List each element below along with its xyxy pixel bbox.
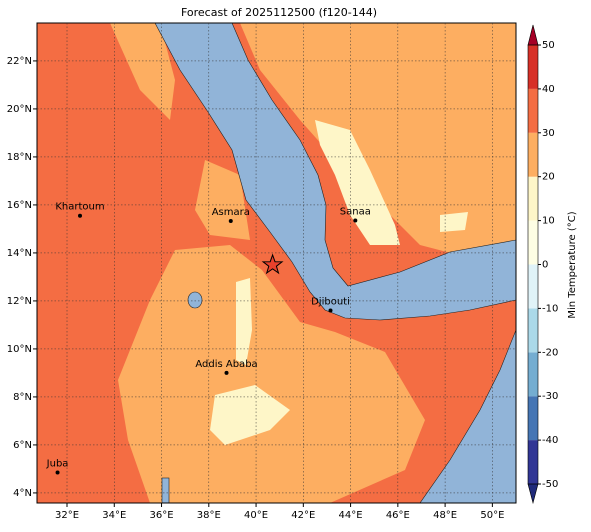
y-tick-label: 16°N [7, 200, 32, 211]
colorbar-segment [528, 132, 538, 177]
y-tick-label: 8°N [13, 392, 32, 403]
colorbar-extend [527, 24, 539, 46]
colorbar-tick-label: -40 [542, 435, 558, 446]
colorbar-segment [528, 308, 538, 353]
y-tick-label: 22°N [7, 56, 32, 67]
city-marker [328, 308, 333, 313]
city-label: Addis Ababa [195, 359, 257, 370]
y-tick-label: 20°N [7, 104, 32, 115]
colorbar-label: Min Temperature (°C) [567, 211, 578, 318]
colorbar-tick-label: -20 [542, 347, 558, 358]
y-tick-label: 18°N [7, 152, 32, 163]
y-tick-label: 10°N [7, 344, 32, 355]
y-tick-label: 12°N [7, 296, 32, 307]
city-label: Sanaa [340, 207, 371, 218]
colorbar-segment [528, 45, 538, 89]
city-marker [228, 219, 233, 223]
colorbar-tick-label: 10 [542, 216, 555, 227]
colorbar-extend [527, 483, 539, 505]
y-tick-label: 14°N [7, 248, 32, 259]
x-tick-label: 40°E [244, 510, 268, 521]
city-marker [78, 213, 83, 218]
colorbar-tick-label: 0 [542, 260, 548, 271]
x-tick-label: 36°E [150, 510, 174, 521]
colorbar-segment [528, 396, 538, 441]
y-tick-label: 6°N [13, 440, 32, 451]
city-marker [55, 470, 60, 475]
colorbar-tick-label: -30 [542, 391, 558, 402]
x-tick-label: 50°E [480, 510, 504, 521]
colorbar-segment [528, 176, 538, 221]
colorbar-tick-label: -50 [542, 479, 558, 490]
map-frame [36, 22, 517, 504]
chart-title: Forecast of 2025112500 (f120-144) [181, 6, 377, 19]
x-tick-label: 48°E [433, 510, 457, 521]
city-label: Djibouti [311, 297, 350, 308]
colorbar-segment [528, 220, 538, 265]
x-tick-label: 46°E [386, 510, 410, 521]
colorbar-segment [528, 264, 538, 309]
colorbar-tick-label: 20 [542, 172, 555, 183]
x-tick-label: 32°E [55, 510, 79, 521]
x-tick-label: 44°E [339, 510, 363, 521]
colorbar-tick-label: -10 [542, 303, 558, 314]
colorbar-tick-label: 30 [542, 128, 555, 139]
city-label: Asmara [212, 207, 250, 218]
map-fill [37, 23, 516, 503]
city-marker [353, 218, 358, 223]
x-tick-label: 34°E [102, 510, 126, 521]
x-tick-label: 42°E [291, 510, 315, 521]
city-marker [224, 370, 229, 375]
city-label: Juba [46, 459, 69, 470]
colorbar-segment [528, 440, 538, 484]
colorbar-tick-label: 50 [542, 40, 555, 51]
colorbar-segment [528, 352, 538, 397]
x-tick-label: 38°E [197, 510, 221, 521]
colorbar-tick-label: 40 [542, 84, 555, 95]
forecast-point [261, 253, 284, 275]
city-label: Khartoum [55, 202, 104, 213]
y-tick-label: 4°N [13, 488, 32, 499]
colorbar-segment [528, 88, 538, 133]
